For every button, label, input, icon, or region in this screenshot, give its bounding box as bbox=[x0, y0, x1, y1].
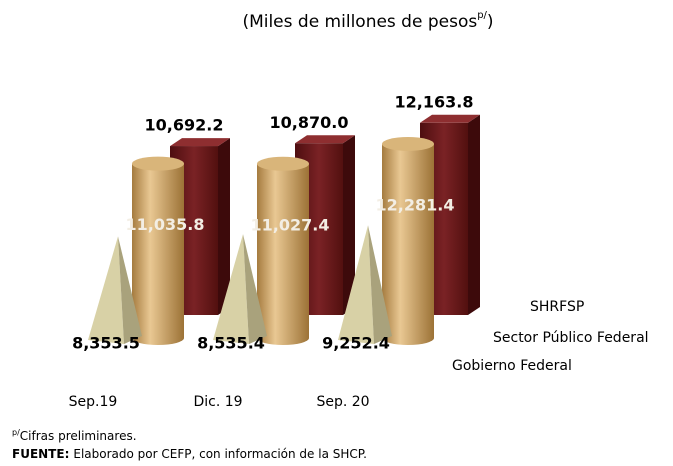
note-sup: p/ bbox=[12, 428, 20, 437]
value-label: 11,035.8 bbox=[126, 215, 205, 234]
source-text: Elaborado por CEFP, con información de l… bbox=[73, 447, 367, 461]
title-text: (Miles de millones de pesos bbox=[242, 12, 477, 32]
cylinder bbox=[257, 163, 309, 345]
cylinder-top bbox=[257, 156, 309, 171]
title-end: ) bbox=[487, 12, 494, 32]
value-label: 10,870.0 bbox=[270, 113, 349, 132]
value-label: 11,027.4 bbox=[251, 215, 330, 234]
x-tick-label: Sep. 20 bbox=[316, 394, 369, 410]
cylinder-top bbox=[382, 136, 434, 151]
value-label: 10,692.2 bbox=[145, 116, 224, 135]
cylinder bbox=[132, 163, 184, 345]
legend-label: Sector Público Federal bbox=[493, 330, 649, 346]
cylinder-top bbox=[132, 156, 184, 171]
source: FUENTE: Elaborado por CEFP, con informaci… bbox=[12, 447, 367, 461]
box-top bbox=[170, 138, 230, 147]
pyramid bbox=[213, 234, 249, 344]
legend-label: SHRFSP bbox=[530, 299, 584, 315]
box-side bbox=[343, 135, 355, 315]
pyramid-side bbox=[118, 236, 142, 344]
x-tick-label: Dic. 19 bbox=[193, 394, 242, 410]
value-label: 8,353.5 bbox=[72, 334, 140, 353]
pyramid bbox=[338, 225, 374, 344]
footnote: p/Cifras preliminares. bbox=[12, 428, 137, 443]
legend-label: Gobierno Federal bbox=[452, 358, 572, 374]
value-label: 9,252.4 bbox=[322, 334, 390, 353]
title-sup: p/ bbox=[477, 10, 487, 21]
pyramid-side bbox=[243, 234, 267, 344]
cylinder bbox=[382, 143, 434, 345]
value-label: 12,163.8 bbox=[395, 92, 474, 111]
x-tick-label: Sep.19 bbox=[69, 394, 118, 410]
box-side bbox=[218, 138, 230, 315]
box-side bbox=[468, 114, 480, 316]
value-label: 12,281.4 bbox=[376, 195, 455, 214]
pyramid bbox=[88, 236, 124, 344]
pyramid-side bbox=[368, 225, 392, 344]
value-label: 8,535.4 bbox=[197, 334, 265, 353]
plot: 10,692.2 10,870.0 12,163.8 SHRFSP 11,035.8 11… bbox=[69, 92, 649, 410]
source-label: FUENTE: bbox=[12, 447, 69, 461]
note-text: Cifras preliminares. bbox=[20, 429, 137, 443]
box-top bbox=[420, 114, 480, 123]
box-top bbox=[295, 135, 355, 144]
chart-title: (Miles de millones de pesosp/) bbox=[242, 10, 493, 32]
